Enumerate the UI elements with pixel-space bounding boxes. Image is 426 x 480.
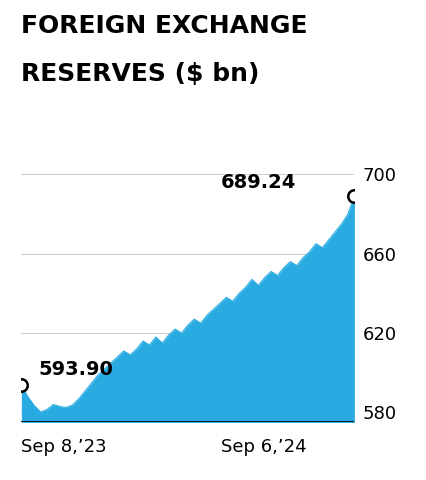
Text: 593.90: 593.90: [38, 360, 112, 379]
Text: 689.24: 689.24: [221, 173, 296, 192]
Text: Sep 8,’23: Sep 8,’23: [21, 438, 107, 456]
Text: Sep 6,’24: Sep 6,’24: [221, 438, 306, 456]
Text: RESERVES ($ bn): RESERVES ($ bn): [21, 62, 259, 86]
Text: FOREIGN EXCHANGE: FOREIGN EXCHANGE: [21, 14, 307, 38]
